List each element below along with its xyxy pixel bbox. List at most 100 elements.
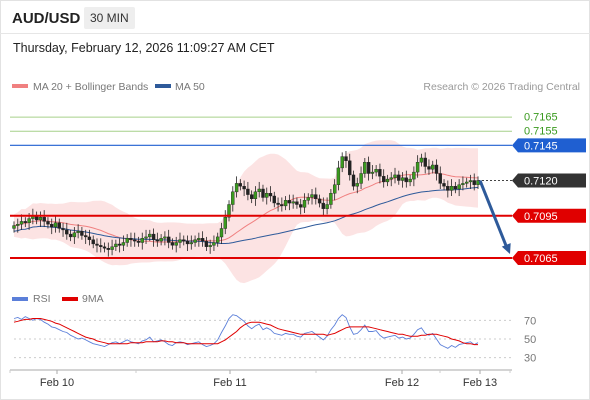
candle — [472, 173, 476, 191]
candle-body — [449, 185, 454, 191]
candle — [246, 181, 250, 201]
candle — [99, 238, 103, 253]
candle-body — [114, 243, 118, 247]
candle-body — [204, 240, 209, 247]
candle — [370, 165, 375, 180]
candle — [231, 186, 235, 212]
candle-body — [16, 223, 20, 226]
candle-body — [246, 188, 250, 195]
ma20-legend-swatch — [12, 84, 28, 88]
candle-body — [91, 239, 95, 245]
candle — [125, 234, 129, 247]
candle — [170, 238, 175, 250]
candle-body — [23, 221, 27, 223]
candle-body — [125, 238, 129, 243]
candle-body — [468, 180, 473, 183]
candle-body — [321, 202, 325, 209]
candle — [446, 180, 450, 198]
candle-body — [333, 184, 337, 194]
candle — [76, 224, 80, 239]
rsi-legend: RSI 9MA — [12, 293, 104, 305]
candle-body — [72, 232, 77, 238]
candle-body — [238, 183, 243, 187]
candle — [344, 150, 348, 168]
candle-body — [359, 173, 363, 184]
candle — [302, 193, 307, 213]
candle — [129, 232, 133, 247]
timeframe-badge[interactable]: 30 MIN — [84, 7, 135, 29]
candle-body — [110, 246, 114, 250]
ma20-legend-label: MA 20 + Bollinger Bands — [33, 81, 148, 93]
candle — [419, 153, 424, 167]
candle-body — [280, 204, 284, 207]
level-tag-3 — [512, 173, 586, 188]
candle — [280, 197, 284, 212]
ma9-legend-label: 9MA — [82, 293, 104, 305]
candle — [321, 197, 325, 216]
candle-body — [159, 238, 163, 242]
candle-body — [329, 192, 333, 205]
candle-body — [144, 236, 148, 239]
candle-body — [57, 222, 61, 229]
candle — [132, 232, 137, 247]
candle — [242, 180, 246, 197]
candle — [438, 166, 442, 189]
candle-body — [382, 176, 386, 183]
candle-body — [170, 242, 175, 246]
candle-body — [419, 157, 424, 163]
candle-body — [344, 156, 348, 162]
candle-body — [385, 178, 390, 183]
header-bar: AUD/USD 30 MIN — [0, 0, 590, 34]
candle-body — [19, 221, 24, 225]
candle-body — [427, 166, 431, 170]
candle — [212, 235, 216, 251]
candle-body — [336, 167, 341, 185]
ma50-legend-swatch — [155, 84, 171, 88]
rsi-tick-label: 50 — [524, 334, 536, 346]
candle — [265, 187, 269, 205]
candle-body — [193, 239, 197, 243]
candle — [204, 236, 209, 251]
candle-body — [121, 242, 126, 246]
candle-body — [355, 183, 359, 187]
candle — [185, 235, 190, 251]
candle-body — [42, 216, 46, 222]
candle — [182, 235, 186, 246]
candle — [121, 235, 126, 251]
candle — [87, 229, 92, 246]
candle — [382, 169, 386, 188]
candle — [72, 227, 77, 244]
candle — [291, 194, 295, 209]
candle-body — [38, 216, 43, 221]
candle — [404, 170, 408, 188]
candle — [423, 152, 427, 174]
candle-body — [174, 242, 178, 246]
candle-body — [370, 171, 375, 174]
candle-body — [378, 169, 382, 177]
candle — [140, 232, 145, 250]
candle — [155, 232, 160, 247]
candle — [16, 218, 20, 233]
candle-body — [83, 235, 88, 238]
candle-body — [257, 188, 261, 192]
level-tag-label-3: 0.7120 — [524, 176, 558, 188]
candle-body — [434, 164, 439, 174]
candle-body — [178, 239, 182, 243]
candle-body — [276, 202, 280, 205]
candle-body — [400, 177, 405, 181]
candle — [276, 197, 280, 212]
price-levels: 0.7165 0.7155 0.7145 0.7120 0.7095 0.7065 — [10, 112, 586, 266]
candle — [431, 160, 435, 174]
candle-body — [106, 247, 111, 250]
candle — [351, 170, 356, 191]
x-tick-label: Feb 11 — [213, 377, 246, 389]
candle — [340, 152, 344, 173]
candle-body — [155, 239, 160, 242]
candle — [159, 234, 163, 246]
candle-body — [163, 236, 167, 239]
candle-body — [261, 188, 265, 198]
candle-body — [253, 191, 258, 200]
candle-body — [12, 225, 16, 229]
forecast-arrow — [478, 179, 509, 249]
candle — [106, 242, 111, 257]
